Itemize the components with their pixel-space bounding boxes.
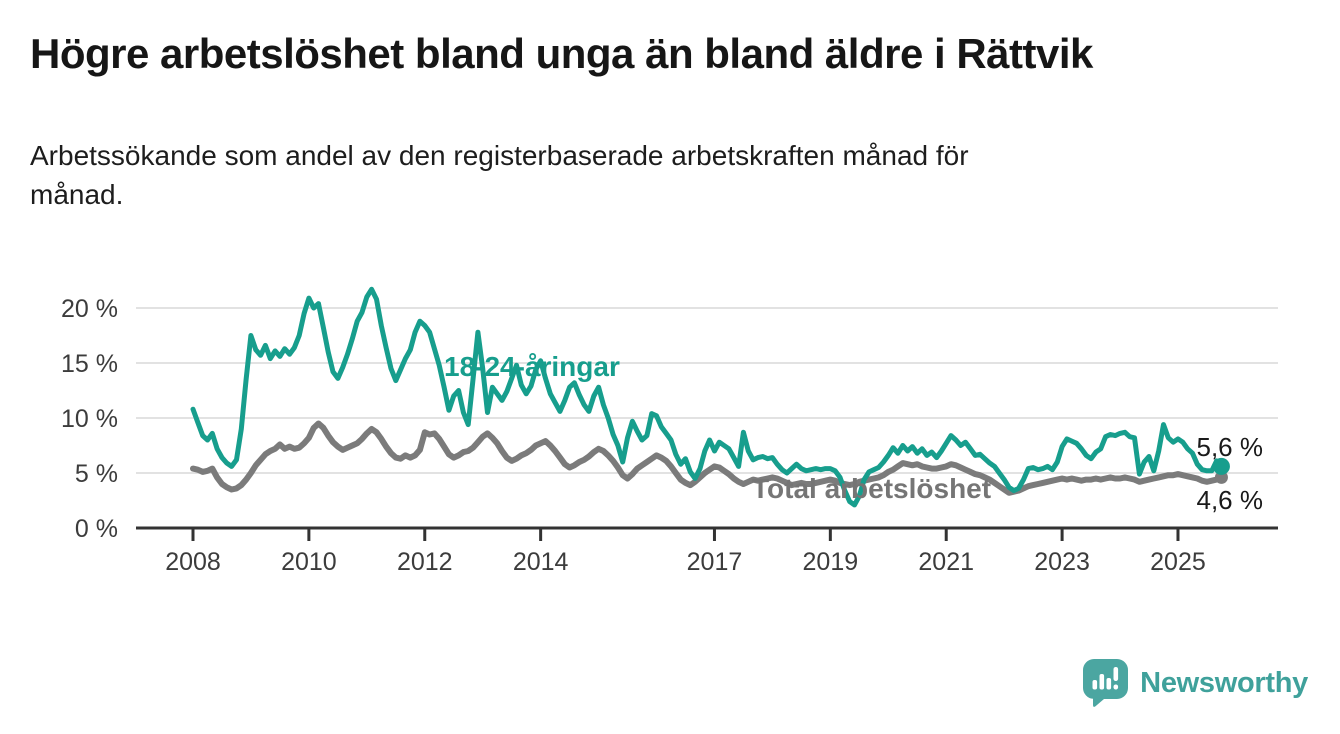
x-tick-label: 2019 bbox=[803, 548, 859, 576]
newsworthy-wordmark: Newsworthy bbox=[1140, 666, 1308, 699]
newsworthy-branding: Newsworthy bbox=[1083, 658, 1308, 708]
newsworthy-logo-icon bbox=[1083, 659, 1129, 707]
x-tick-label: 2010 bbox=[281, 548, 337, 576]
x-tick-label: 2023 bbox=[1034, 548, 1090, 576]
x-tick-label: 2021 bbox=[918, 548, 974, 576]
logo-exclamation-dot bbox=[1113, 684, 1119, 690]
x-tick-label: 2017 bbox=[687, 548, 743, 576]
subtitle-line-1: Arbetssökande som andel av den registerb… bbox=[30, 140, 969, 171]
x-axis bbox=[136, 526, 1278, 541]
x-tick-label: 2025 bbox=[1150, 548, 1206, 576]
line-total-arbetsloshet bbox=[190, 420, 1225, 496]
chart-subtitle: Arbetssökande som andel av den registerb… bbox=[30, 136, 1270, 214]
page-title: Högre arbetslöshet bland unga än bland ä… bbox=[30, 30, 1093, 77]
gridlines-layer bbox=[136, 307, 1278, 474]
y-tick-label: 10 % bbox=[61, 405, 118, 433]
series-label-18-24: 18-24-åringar bbox=[444, 351, 620, 382]
y-tick-label: 0 % bbox=[75, 515, 118, 543]
logo-bar-medium bbox=[1106, 678, 1112, 690]
line-18-24-aringar bbox=[190, 286, 1224, 508]
y-tick-label: 15 % bbox=[61, 350, 118, 378]
y-tick-label: 20 % bbox=[61, 295, 118, 323]
subtitle-line-2: månad. bbox=[30, 179, 124, 210]
logo-exclamation-bar bbox=[1113, 667, 1119, 681]
x-tick-label: 2014 bbox=[513, 548, 569, 576]
logo-speech-bubble bbox=[1083, 659, 1129, 707]
series-layer bbox=[190, 286, 1230, 508]
x-tick-label: 2008 bbox=[165, 548, 221, 576]
x-tick-label: 2012 bbox=[397, 548, 453, 576]
y-tick-label: 5 % bbox=[75, 460, 118, 488]
logo-bar-tall bbox=[1099, 674, 1105, 690]
end-dot-18-24 bbox=[1212, 457, 1230, 475]
axis-tick-labels: 2008 2010 2012 2014 2017 2019 2021 2023 2025 0 % 5… bbox=[61, 295, 1206, 576]
end-value-label-young: 5,6 % bbox=[1197, 432, 1264, 462]
series-label-total: Total arbetslöshet bbox=[752, 473, 991, 504]
logo-bar-small bbox=[1092, 680, 1098, 690]
end-value-label-total: 4,6 % bbox=[1197, 485, 1264, 515]
